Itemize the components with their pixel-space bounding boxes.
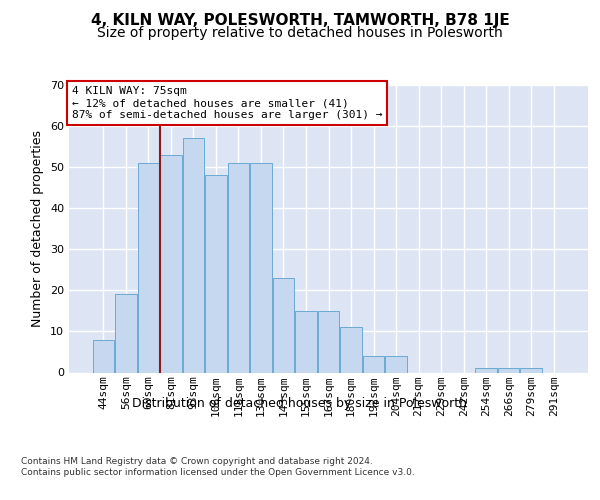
Text: Contains HM Land Registry data © Crown copyright and database right 2024.
Contai: Contains HM Land Registry data © Crown c… [21,458,415,477]
Bar [92,340,114,372]
Bar [228,163,249,372]
Bar [498,368,520,372]
Bar [273,278,294,372]
Bar [385,356,407,372]
Bar [182,138,204,372]
Bar [160,155,182,372]
Y-axis label: Number of detached properties: Number of detached properties [31,130,44,327]
Bar [295,311,317,372]
Bar [137,163,159,372]
Bar [115,294,137,372]
Bar [250,163,272,372]
Text: Distribution of detached houses by size in Polesworth: Distribution of detached houses by size … [133,398,467,410]
Text: 4 KILN WAY: 75sqm
← 12% of detached houses are smaller (41)
87% of semi-detached: 4 KILN WAY: 75sqm ← 12% of detached hous… [71,86,382,120]
Bar [205,176,227,372]
Bar [340,328,362,372]
Bar [318,311,339,372]
Bar [363,356,384,372]
Bar [475,368,497,372]
Text: 4, KILN WAY, POLESWORTH, TAMWORTH, B78 1JE: 4, KILN WAY, POLESWORTH, TAMWORTH, B78 1… [91,12,509,28]
Bar [520,368,542,372]
Text: Size of property relative to detached houses in Polesworth: Size of property relative to detached ho… [97,26,503,40]
